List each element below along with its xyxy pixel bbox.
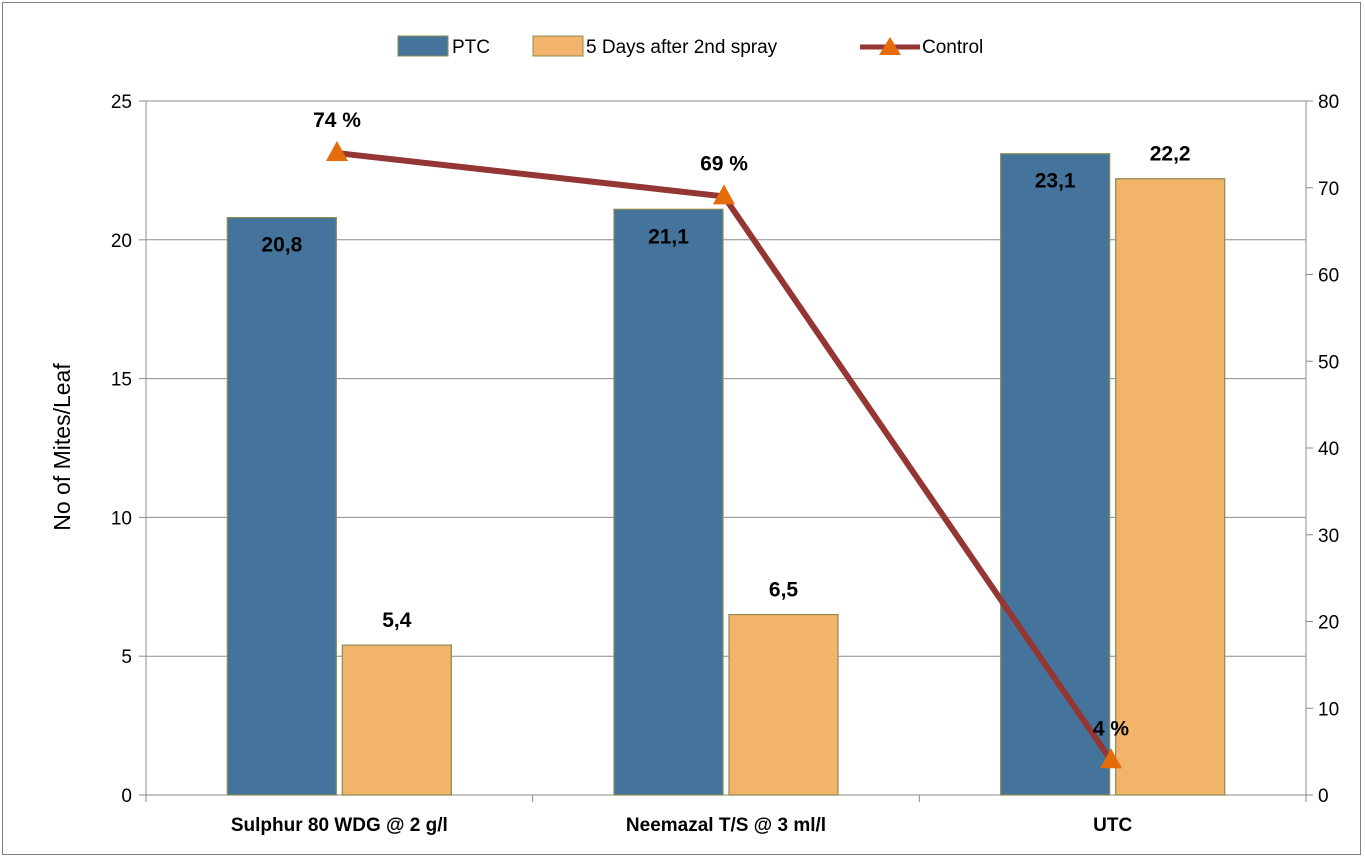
bar-5-days-after-2nd-spray [728,613,839,796]
legend-label-ptc: PTC [452,37,490,58]
control-marker [713,184,735,205]
y2-tick-label: 10 [1318,699,1339,720]
legend-marker-control [879,37,901,55]
control-data-label: 4 % [1093,717,1130,740]
legend-label-5-days: 5 Days after 2nd spray [586,37,778,58]
bar-5-days-after-2nd-spray [341,644,452,796]
x-category-label: Sulphur 80 WDG @ 2 g/l [231,815,448,836]
data-label: 20,8 [261,234,302,257]
y-tick-label: 25 [111,92,132,113]
legend-label-control: Control [922,37,983,58]
y2-tick-label: 0 [1318,786,1329,807]
y2-tick-label: 50 [1318,352,1339,373]
gridlines [146,100,1306,657]
control-marker [326,141,348,162]
axes: 0 5 10 15 20 25 0 10 20 30 40 50 60 70 80 Sulphur 80 WD… [111,92,1339,836]
data-labels: 20,8 21,1 23,1 5,4 6,5 22,2 74 % 69 % 4 % [261,109,1190,740]
y-tick-label: 0 [121,786,132,807]
control-line-path [336,150,1114,762]
y-axis-title: No of Mites/Leaf [49,363,75,531]
y2-tick-label: 60 [1318,266,1339,287]
legend: PTC 5 Days after 2nd spray Control [397,35,983,58]
y2-tick-label: 30 [1318,526,1339,547]
control-data-label: 69 % [700,152,748,175]
x-category-label: UTC [1093,815,1132,836]
y2-tick-label: 40 [1318,439,1339,460]
y2-tick-label: 80 [1318,92,1339,113]
legend-swatch-5-days [532,35,584,57]
legend-swatch-ptc [397,35,449,57]
data-label: 5,4 [382,609,412,632]
y-tick-label: 20 [111,231,132,252]
control-data-label: 74 % [313,109,361,132]
data-label: 21,1 [648,225,689,248]
y-tick-label: 5 [121,647,132,668]
bar-ptc [1000,153,1111,796]
bar-ptc [226,216,337,796]
y-tick-label: 15 [111,370,132,391]
bars [226,153,1226,796]
y2-tick-label: 20 [1318,613,1339,634]
y-tick-label: 10 [111,508,132,529]
control-line [326,141,1122,769]
x-category-label: Neemazal T/S @ 3 ml/l [626,815,826,836]
data-label: 22,2 [1150,143,1191,166]
data-label: 23,1 [1035,170,1076,193]
data-label: 6,5 [769,579,799,602]
bar-ptc [613,208,724,796]
control-marker [1100,748,1122,769]
bar-5-days-after-2nd-spray [1115,178,1226,796]
y2-tick-label: 70 [1318,179,1339,200]
